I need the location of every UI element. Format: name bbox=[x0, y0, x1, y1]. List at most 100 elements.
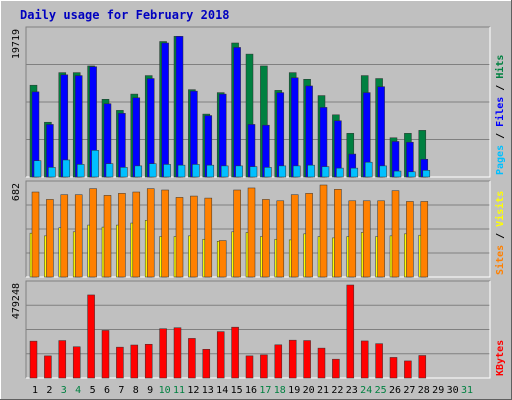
bar-files-day-10 bbox=[161, 42, 169, 178]
x-tick-label: 29 bbox=[432, 385, 444, 396]
bar-sites-day-10 bbox=[161, 189, 169, 278]
panel-border-top bbox=[25, 26, 490, 177]
x-tick-label: 31 bbox=[461, 385, 473, 396]
x-tick-label: 11 bbox=[173, 385, 185, 396]
bar-kbytes-day-26 bbox=[389, 357, 398, 379]
x-tick-label: 14 bbox=[216, 385, 228, 396]
bar-files-day-9 bbox=[146, 78, 155, 178]
bar-pages-day-10 bbox=[163, 164, 171, 178]
bar-kbytes-day-7 bbox=[116, 346, 124, 379]
x-tick-label: 7 bbox=[118, 385, 124, 396]
legend-entry: / bbox=[495, 79, 506, 97]
bar-files-day-19 bbox=[290, 77, 299, 178]
bar-sites-day-5 bbox=[89, 188, 97, 278]
bar-pages-day-8 bbox=[134, 165, 143, 178]
bar-pages-day-28 bbox=[422, 170, 431, 178]
y-max-label: 479248 bbox=[11, 283, 22, 319]
bar-kbytes-day-18 bbox=[274, 344, 283, 379]
bar-files-day-18 bbox=[276, 92, 285, 178]
bar-sites-day-19 bbox=[290, 194, 299, 278]
x-tick-label: 2 bbox=[46, 385, 52, 396]
bar-sites-day-22 bbox=[334, 189, 342, 278]
x-tick-label: 9 bbox=[147, 385, 153, 396]
bar-kbytes-day-28 bbox=[418, 355, 427, 379]
bar-sites-day-11 bbox=[175, 197, 184, 278]
bar-pages-day-13 bbox=[206, 164, 215, 178]
x-tick-label: 24 bbox=[360, 385, 372, 396]
bar-sites-day-27 bbox=[406, 201, 414, 278]
bar-pages-day-9 bbox=[148, 163, 157, 178]
bar-kbytes-day-5 bbox=[87, 294, 95, 379]
series-legend: KBytes bbox=[495, 340, 506, 376]
bar-kbytes-day-22 bbox=[332, 358, 340, 379]
bar-sites-day-9 bbox=[146, 188, 155, 278]
legend-entry: Visits bbox=[494, 191, 506, 227]
legend-entry: Hits bbox=[494, 55, 506, 79]
bar-files-day-15 bbox=[233, 47, 241, 178]
x-tick-label: 13 bbox=[202, 385, 214, 396]
x-tick-label: 12 bbox=[187, 385, 199, 396]
bar-sites-day-23 bbox=[348, 200, 357, 278]
legend-entry: / bbox=[495, 127, 506, 145]
x-tick-label: 6 bbox=[104, 385, 110, 396]
bar-pages-day-6 bbox=[105, 163, 114, 178]
bar-sites-day-13 bbox=[204, 197, 213, 278]
bar-pages-day-2 bbox=[48, 167, 56, 178]
x-tick-label: 20 bbox=[303, 385, 315, 396]
series-legend: Pages / Files / Hits bbox=[494, 55, 506, 175]
bar-sites-day-2 bbox=[46, 199, 54, 278]
bar-kbytes-day-11 bbox=[173, 327, 182, 379]
x-tick-label: 5 bbox=[90, 385, 96, 396]
bar-kbytes-day-8 bbox=[130, 344, 139, 379]
bar-pages-day-7 bbox=[120, 167, 128, 178]
x-tick-label: 10 bbox=[159, 385, 171, 396]
bar-pages-day-24 bbox=[364, 161, 373, 178]
bar-kbytes-day-12 bbox=[188, 338, 196, 379]
bar-sites-day-24 bbox=[362, 200, 371, 278]
bar-kbytes-day-24 bbox=[360, 340, 369, 379]
series-legend: Sites / Visits bbox=[494, 191, 506, 275]
legend-entry: Files bbox=[494, 97, 506, 127]
bar-kbytes-day-9 bbox=[144, 343, 153, 379]
bar-pages-day-4 bbox=[76, 164, 85, 178]
bar-kbytes-day-6 bbox=[101, 330, 110, 379]
bar-kbytes-day-19 bbox=[288, 339, 297, 379]
x-tick-label: 8 bbox=[133, 385, 139, 396]
bar-sites-day-7 bbox=[118, 193, 126, 278]
bar-pages-day-17 bbox=[264, 167, 272, 178]
bar-sites-day-26 bbox=[391, 190, 400, 278]
bar-pages-day-16 bbox=[249, 166, 258, 178]
bar-kbytes-day-16 bbox=[245, 355, 254, 379]
bar-kbytes-day-27 bbox=[404, 360, 412, 379]
bar-sites-day-28 bbox=[420, 201, 429, 278]
bar-pages-day-5 bbox=[91, 150, 99, 178]
bar-kbytes-day-1 bbox=[29, 340, 38, 379]
legend-entry: Sites bbox=[494, 245, 506, 275]
bar-pages-day-20 bbox=[307, 164, 315, 178]
bar-kbytes-day-25 bbox=[375, 343, 383, 379]
x-tick-label: 26 bbox=[389, 385, 401, 396]
x-tick-label: 22 bbox=[331, 385, 343, 396]
bar-pages-day-18 bbox=[278, 165, 287, 178]
bar-pages-day-15 bbox=[235, 165, 243, 178]
bar-kbytes-day-4 bbox=[72, 346, 81, 379]
x-tick-label: 21 bbox=[317, 385, 329, 396]
bar-pages-day-27 bbox=[408, 171, 416, 178]
panel-border-top bbox=[25, 180, 490, 277]
x-tick-label: 27 bbox=[403, 385, 415, 396]
bar-kbytes-day-3 bbox=[58, 340, 67, 379]
bar-files-day-11 bbox=[175, 36, 184, 178]
x-tick-label: 23 bbox=[346, 385, 358, 396]
legend-entry: KBytes bbox=[495, 340, 506, 376]
bar-sites-day-8 bbox=[132, 191, 141, 278]
bar-kbytes-day-23 bbox=[346, 284, 355, 379]
bar-files-day-8 bbox=[132, 97, 141, 178]
panel-border-top bbox=[25, 280, 490, 378]
legend-entry: Pages bbox=[495, 145, 506, 175]
x-tick-label: 17 bbox=[259, 385, 271, 396]
x-tick-label: 3 bbox=[61, 385, 67, 396]
bar-files-day-4 bbox=[74, 75, 83, 178]
bar-sites-day-15 bbox=[233, 189, 241, 278]
chart-title: Daily usage for February 2018 bbox=[20, 8, 230, 22]
